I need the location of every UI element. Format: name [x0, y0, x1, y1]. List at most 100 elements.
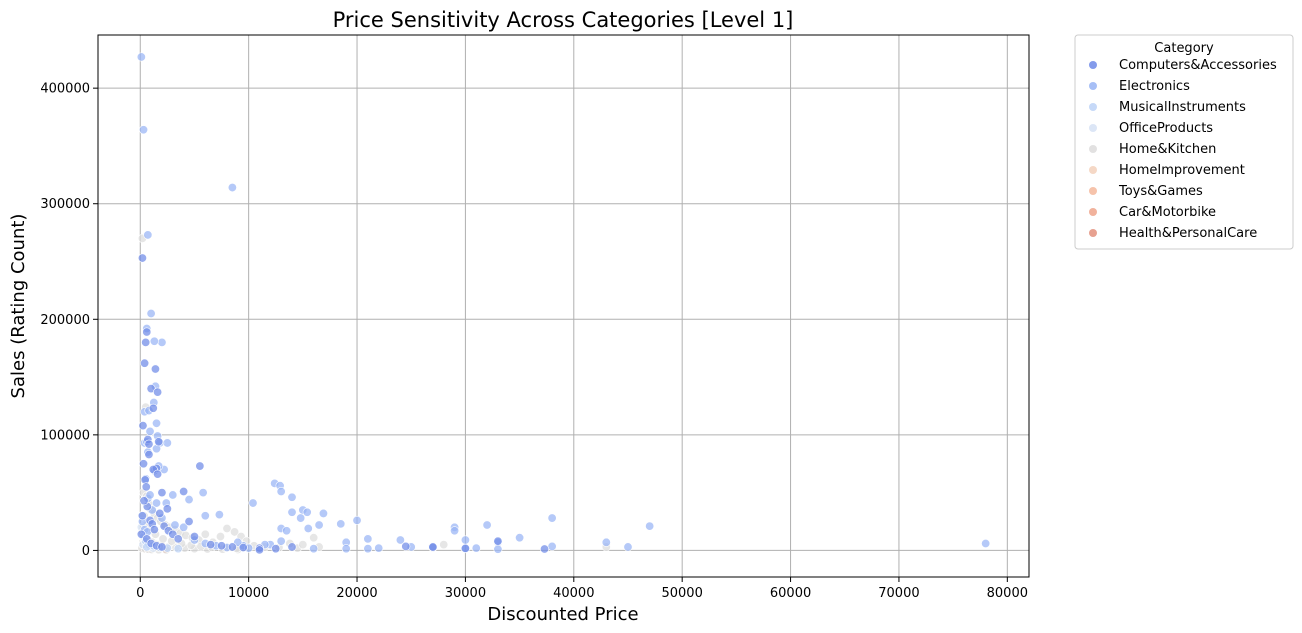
data-point [144, 439, 154, 449]
data-point [287, 542, 297, 552]
data-point [450, 526, 460, 536]
data-point [149, 525, 159, 535]
data-point [143, 230, 153, 240]
data-point [137, 511, 147, 521]
data-point [141, 482, 151, 492]
legend-label: Electronics [1119, 79, 1190, 94]
x-tick-label: 20000 [336, 586, 377, 601]
data-point [189, 532, 199, 542]
y-tick-label: 100000 [40, 428, 90, 443]
legend-marker [1089, 124, 1097, 132]
legend-marker [1089, 166, 1097, 174]
data-point [184, 517, 194, 527]
y-axis-label: Sales (Rating Count) [8, 214, 29, 399]
x-tick-label: 50000 [661, 586, 702, 601]
data-point [276, 536, 286, 546]
legend-title: Category [1154, 41, 1214, 56]
legend-label: Car&Motorbike [1119, 205, 1216, 220]
y-tick-label: 200000 [40, 313, 90, 328]
data-point [303, 523, 313, 533]
data-point [401, 541, 411, 551]
x-tick-label: 30000 [445, 586, 486, 601]
data-point [152, 498, 162, 508]
data-point [215, 532, 225, 542]
data-point [439, 540, 449, 550]
data-point [363, 534, 373, 544]
legend-marker [1089, 61, 1097, 69]
legend-marker [1089, 103, 1097, 111]
data-point [248, 498, 258, 508]
x-tick-label: 10000 [228, 586, 269, 601]
legend-label: Computers&Accessories [1119, 58, 1277, 73]
data-point [222, 523, 232, 533]
data-point [282, 526, 292, 536]
data-point [276, 486, 286, 496]
data-point [157, 542, 167, 552]
legend-marker [1089, 208, 1097, 216]
data-point [214, 510, 224, 520]
data-point [137, 253, 147, 263]
data-point [200, 529, 210, 539]
points-layer [136, 52, 991, 555]
data-point [309, 533, 319, 543]
data-point [460, 535, 470, 545]
data-point [271, 544, 281, 554]
data-point [146, 309, 156, 319]
data-point [150, 364, 160, 374]
x-tick-label: 60000 [770, 586, 811, 601]
data-point [149, 336, 159, 346]
data-point [227, 542, 237, 552]
data-point [158, 534, 168, 544]
data-point [238, 543, 248, 553]
data-point [296, 513, 306, 523]
plot-frame [97, 34, 1030, 578]
legend-label: OfficeProducts [1119, 121, 1213, 136]
data-point [138, 421, 148, 431]
legend-marker [1089, 82, 1097, 90]
data-point [302, 507, 312, 517]
data-point [179, 522, 189, 532]
data-point [471, 543, 481, 553]
data-point [395, 535, 405, 545]
data-point [352, 515, 362, 525]
legend-marker [1089, 187, 1097, 195]
data-point [515, 533, 525, 543]
data-point [318, 508, 328, 518]
data-point [540, 544, 550, 554]
legend-box [1074, 34, 1294, 250]
data-point [198, 488, 208, 498]
data-point [217, 541, 227, 551]
x-tick-label: 80000 [987, 586, 1028, 601]
data-point [170, 520, 180, 530]
data-point [139, 496, 149, 506]
data-point [200, 511, 210, 521]
data-point [173, 534, 183, 544]
x-tick-label: 0 [136, 586, 144, 601]
data-point [136, 52, 146, 62]
data-point [162, 504, 172, 514]
data-point [428, 542, 438, 552]
data-point [254, 545, 264, 555]
data-point [309, 544, 319, 554]
data-point [154, 437, 164, 447]
data-point [153, 387, 163, 397]
legend-label: HomeImprovement [1119, 163, 1245, 178]
data-point [298, 540, 308, 550]
chart-title: Price Sensitivity Across Categories [Lev… [333, 8, 794, 32]
data-point [184, 495, 194, 505]
data-point [623, 542, 633, 552]
data-point [157, 337, 167, 347]
data-point [155, 508, 165, 518]
data-point [139, 459, 149, 469]
data-point [341, 544, 351, 554]
data-point [157, 488, 167, 498]
legend-label: MusicalInstruments [1119, 100, 1246, 115]
data-point [287, 507, 297, 517]
data-point [195, 461, 205, 471]
ticks-layer: 0 10000 20000 30000 40000 50000 60000 70000 8000… [40, 82, 1028, 601]
data-point [173, 544, 183, 554]
grid-layer [98, 35, 1029, 577]
data-point [139, 125, 149, 135]
x-tick-label: 70000 [878, 586, 919, 601]
